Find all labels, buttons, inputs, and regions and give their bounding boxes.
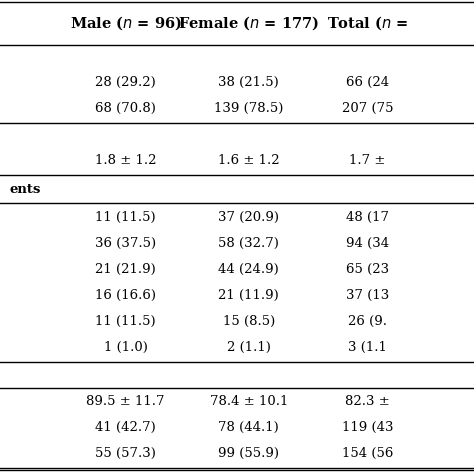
- Text: Male ($\it{n}$ = 96): Male ($\it{n}$ = 96): [70, 14, 182, 32]
- Text: 58 (32.7): 58 (32.7): [219, 237, 279, 250]
- Text: 82.3 ±: 82.3 ±: [345, 395, 390, 409]
- Text: 55 (57.3): 55 (57.3): [95, 447, 156, 460]
- Text: 1 (1.0): 1 (1.0): [104, 341, 147, 354]
- Text: 11 (11.5): 11 (11.5): [95, 315, 156, 328]
- Text: 78.4 ± 10.1: 78.4 ± 10.1: [210, 395, 288, 409]
- Text: 65 (23: 65 (23: [346, 263, 389, 276]
- Text: 119 (43: 119 (43: [342, 421, 393, 434]
- Text: 26 (9.: 26 (9.: [348, 315, 387, 328]
- Text: 38 (21.5): 38 (21.5): [219, 76, 279, 89]
- Text: 66 (24: 66 (24: [346, 76, 389, 89]
- Text: 89.5 ± 11.7: 89.5 ± 11.7: [86, 395, 165, 409]
- Text: 28 (29.2): 28 (29.2): [95, 76, 156, 89]
- Text: 15 (8.5): 15 (8.5): [223, 315, 275, 328]
- Text: 48 (17: 48 (17: [346, 211, 389, 224]
- Text: 139 (78.5): 139 (78.5): [214, 102, 283, 115]
- Text: 11 (11.5): 11 (11.5): [95, 211, 156, 224]
- Text: 1.6 ± 1.2: 1.6 ± 1.2: [218, 154, 280, 167]
- Text: 2 (1.1): 2 (1.1): [227, 341, 271, 354]
- Text: 16 (16.6): 16 (16.6): [95, 289, 156, 302]
- Text: Female ($\it{n}$ = 177): Female ($\it{n}$ = 177): [179, 14, 319, 32]
- Text: 94 (34: 94 (34: [346, 237, 389, 250]
- Text: ents: ents: [9, 182, 41, 196]
- Text: 99 (55.9): 99 (55.9): [219, 447, 279, 460]
- Text: 1.8 ± 1.2: 1.8 ± 1.2: [95, 154, 156, 167]
- Text: 44 (24.9): 44 (24.9): [219, 263, 279, 276]
- Text: 68 (70.8): 68 (70.8): [95, 102, 156, 115]
- Text: Total ($\it{n}$ =: Total ($\it{n}$ =: [327, 14, 408, 32]
- Text: 1.7 ±: 1.7 ±: [349, 154, 385, 167]
- Text: 37 (13: 37 (13: [346, 289, 389, 302]
- Text: 37 (20.9): 37 (20.9): [219, 211, 279, 224]
- Text: 207 (75: 207 (75: [342, 102, 393, 115]
- Text: 154 (56: 154 (56: [342, 447, 393, 460]
- Text: 41 (42.7): 41 (42.7): [95, 421, 156, 434]
- Text: 78 (44.1): 78 (44.1): [219, 421, 279, 434]
- Text: 36 (37.5): 36 (37.5): [95, 237, 156, 250]
- Text: 21 (11.9): 21 (11.9): [219, 289, 279, 302]
- Text: 21 (21.9): 21 (21.9): [95, 263, 156, 276]
- Text: 3 (1.1: 3 (1.1: [348, 341, 387, 354]
